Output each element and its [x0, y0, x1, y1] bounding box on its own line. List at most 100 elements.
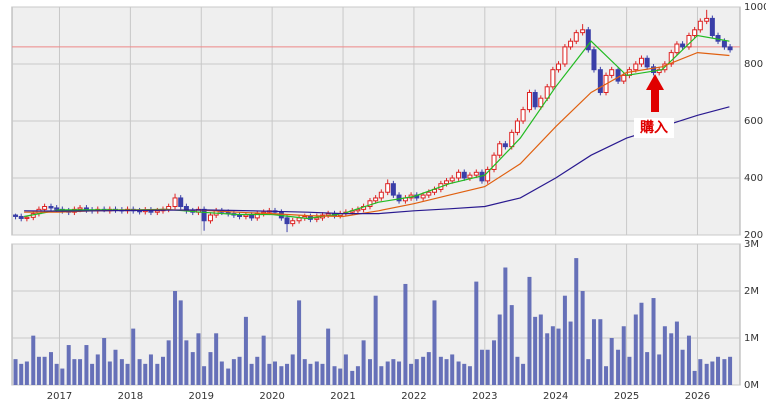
volume-bar: [314, 361, 319, 385]
volume-bar: [36, 356, 41, 385]
volume-bar: [444, 359, 449, 385]
plot-layer: 2017 2018 2019 2020 2021 2022 2023 2024 2025 2026…: [12, 2, 766, 402]
candle-body: [580, 29, 586, 34]
volume-bar: [231, 359, 236, 385]
candle-body: [585, 29, 591, 51]
volume-bar: [716, 356, 721, 385]
x-tick-label: 2023: [472, 391, 497, 402]
volume-bar: [355, 366, 360, 385]
candle-body: [609, 69, 615, 76]
candle-body: [633, 63, 639, 71]
volume-bar: [31, 335, 36, 385]
volume-bar: [403, 283, 408, 385]
volume-bar: [421, 356, 426, 385]
volume-bar: [343, 354, 348, 385]
volume-bar: [66, 345, 71, 385]
volume-bar: [521, 363, 526, 385]
moving-average: [24, 106, 730, 215]
volume-bar: [160, 356, 165, 385]
y-tick-label: 600: [744, 116, 763, 127]
volume-bar: [297, 300, 302, 385]
volume-bar: [361, 340, 366, 385]
x-tick-label: 2018: [118, 391, 143, 402]
volume-bar: [462, 363, 467, 385]
volume-bar: [450, 354, 455, 385]
volume-bar: [237, 356, 242, 385]
volume-bar: [651, 298, 656, 385]
volume-bar: [550, 326, 555, 385]
candle-body: [514, 120, 520, 133]
volume-bar: [78, 359, 83, 385]
candle-body: [644, 57, 650, 68]
candle-body: [456, 171, 462, 179]
x-tick-label: 2022: [401, 391, 426, 402]
volume-bar: [710, 361, 715, 385]
candle-body: [378, 191, 384, 199]
volume-bar: [497, 314, 502, 385]
candle-body: [24, 216, 30, 219]
volume-bar: [485, 349, 490, 385]
candle-body: [178, 197, 184, 207]
candle-body: [172, 197, 178, 207]
candle-body: [467, 174, 473, 179]
volume-bar: [598, 319, 603, 385]
candle-body: [207, 214, 213, 222]
annotation-box: [634, 118, 674, 138]
candle-body: [325, 213, 331, 216]
volume-bar: [680, 349, 685, 385]
candle-body: [420, 194, 426, 199]
volume-bar: [698, 359, 703, 385]
x-tick-label: 2025: [614, 391, 639, 402]
volume-bar: [503, 267, 508, 385]
volume-bar: [202, 366, 207, 385]
volume-bar: [456, 361, 461, 385]
candle-body: [249, 214, 255, 219]
volume-bar: [657, 354, 662, 385]
candle-body: [497, 143, 503, 156]
volume-bar: [24, 361, 29, 385]
candle-body: [385, 183, 391, 193]
candle-body: [532, 92, 538, 108]
x-tick-label: 2024: [543, 391, 568, 402]
volume-bar: [379, 366, 384, 385]
volume-bar: [728, 356, 733, 385]
candle-body: [562, 46, 568, 65]
volume-bar: [609, 338, 614, 385]
volume-bar: [533, 316, 538, 385]
volume-bar: [545, 333, 550, 385]
candle-body: [727, 46, 733, 51]
candle-body: [48, 206, 54, 209]
volume-bar: [479, 349, 484, 385]
volume-bar: [692, 370, 697, 385]
volume-bar: [173, 291, 178, 385]
volume-bar: [474, 281, 479, 385]
candle-body: [692, 29, 698, 36]
candle-body: [473, 171, 479, 176]
candle-body: [697, 20, 703, 31]
volume-bar: [13, 359, 18, 385]
volume-bar: [562, 295, 567, 385]
volume-bar: [391, 359, 396, 385]
volume-bar: [492, 340, 497, 385]
candle-body: [296, 217, 302, 222]
candle-body: [77, 207, 83, 210]
volume-bar: [604, 366, 609, 385]
volume-bar: [704, 363, 709, 385]
volume-bar: [125, 363, 130, 385]
volume-bar: [102, 338, 107, 385]
candle-body: [680, 43, 686, 48]
candle-body: [18, 215, 24, 219]
volume-bar: [338, 368, 343, 385]
volume-bar: [48, 352, 53, 385]
volume-bar: [113, 349, 118, 385]
candle-body: [390, 183, 396, 196]
volume-bar: [95, 354, 100, 385]
candle-body: [13, 214, 19, 217]
volume-bar: [350, 370, 355, 385]
volume-bar: [19, 363, 24, 385]
volume-bar: [621, 326, 626, 385]
volume-bar: [556, 328, 561, 385]
volume-bar: [190, 352, 195, 385]
candle-body: [373, 197, 379, 202]
volume-bar: [438, 356, 443, 385]
